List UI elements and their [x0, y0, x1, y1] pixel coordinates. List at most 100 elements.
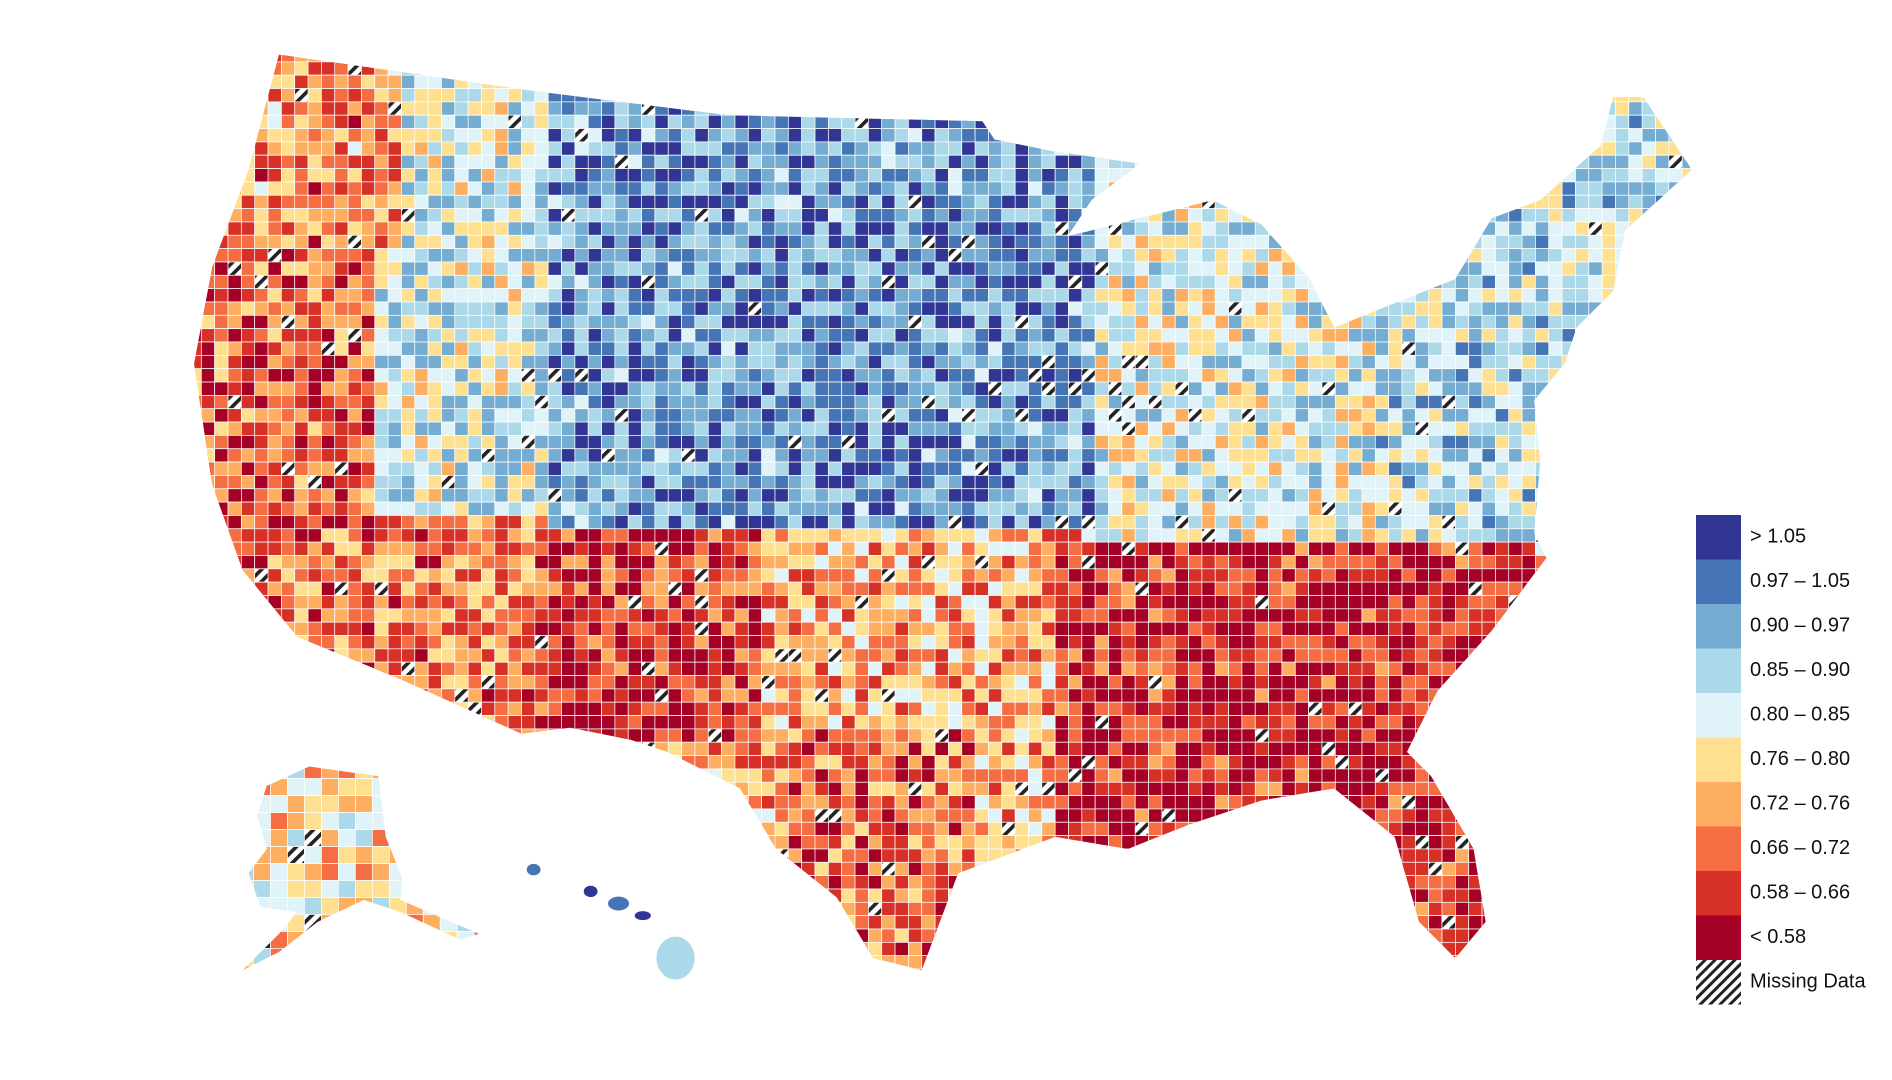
county: [1161, 501, 1176, 516]
county: [1575, 435, 1590, 450]
county: [467, 608, 482, 623]
county: [481, 274, 496, 290]
county: [1134, 114, 1149, 129]
county: [1188, 114, 1203, 129]
county: [1094, 248, 1109, 263]
county: [1294, 208, 1309, 223]
county: [1615, 408, 1630, 423]
county: [934, 54, 949, 63]
county: [614, 234, 629, 249]
county: [721, 101, 736, 116]
county: [1628, 555, 1643, 570]
county: [194, 74, 202, 89]
county: [1201, 181, 1229, 196]
county: [214, 368, 229, 383]
county: [681, 488, 696, 503]
county: [1615, 288, 1630, 303]
county: [1321, 541, 1336, 556]
county: [1108, 395, 1123, 410]
county: [1668, 181, 1692, 196]
county: [667, 128, 682, 143]
county: [988, 528, 1003, 543]
county: [694, 74, 709, 89]
county: [1281, 261, 1296, 276]
county: [1601, 541, 1616, 556]
county: [240, 595, 256, 610]
county: [1641, 395, 1670, 410]
county: [227, 621, 242, 636]
county: [1321, 234, 1336, 249]
county: [414, 435, 429, 450]
county: [1014, 421, 1029, 436]
county: [747, 541, 763, 556]
county: [1388, 141, 1403, 156]
county: [441, 354, 456, 370]
county: [1481, 354, 1496, 370]
county: [194, 208, 202, 223]
county: [974, 128, 989, 143]
county: [1188, 288, 1203, 303]
county: [1548, 395, 1563, 410]
county: [667, 288, 682, 303]
county: [494, 408, 509, 423]
county: [1508, 608, 1523, 623]
county: [1134, 515, 1149, 530]
county: [1628, 54, 1643, 63]
county: [454, 101, 469, 116]
county: [948, 154, 963, 169]
county: [1014, 274, 1029, 290]
county: [1148, 395, 1163, 410]
county: [1601, 501, 1630, 516]
county: [1294, 128, 1309, 143]
county: [1201, 274, 1216, 290]
county: [868, 608, 883, 623]
county: [294, 488, 309, 503]
county: [1174, 168, 1189, 183]
county: [1054, 448, 1069, 463]
county: [307, 221, 322, 236]
county: [1148, 555, 1163, 570]
county: [1508, 248, 1523, 263]
county: [1254, 421, 1269, 436]
county: [747, 395, 763, 410]
county: [921, 314, 936, 330]
county: [267, 168, 282, 183]
county: [881, 555, 896, 570]
county: [1254, 555, 1269, 570]
county: [1121, 301, 1136, 316]
county: [1628, 395, 1643, 410]
county: [1014, 555, 1029, 570]
county: [1348, 61, 1363, 76]
county: [194, 114, 202, 129]
county: [521, 368, 536, 383]
county: [1628, 234, 1643, 249]
county: [267, 435, 282, 450]
county: [1214, 381, 1229, 396]
county: [1228, 248, 1243, 263]
county: [347, 314, 362, 330]
county: [894, 234, 909, 249]
county: [574, 395, 589, 410]
county: [827, 61, 856, 76]
county: [1081, 114, 1096, 129]
county: [427, 234, 442, 249]
county: [601, 181, 616, 196]
county: [387, 475, 402, 490]
county: [641, 408, 656, 423]
county: [1001, 541, 1016, 556]
county: [921, 221, 936, 236]
county: [1561, 381, 1576, 396]
county: [1174, 101, 1189, 116]
county: [614, 54, 629, 63]
county: [1361, 354, 1376, 370]
county: [1481, 341, 1496, 356]
county: [1361, 114, 1376, 129]
county: [1348, 288, 1376, 303]
county: [988, 341, 1003, 356]
county: [1028, 621, 1043, 636]
county: [467, 221, 482, 236]
county: [1308, 221, 1323, 236]
county: [267, 395, 282, 410]
county: [401, 621, 416, 636]
county: [1481, 475, 1496, 490]
